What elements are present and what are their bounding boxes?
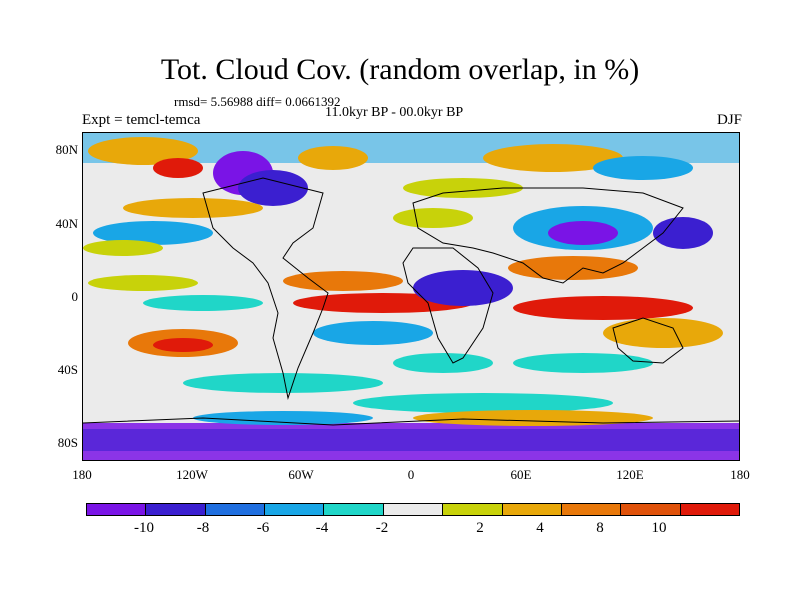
colorbar-label: 2	[476, 520, 484, 536]
colorbar-swatch	[561, 504, 622, 515]
lon-tick: 180	[730, 467, 750, 482]
lat-tick: 80N	[55, 142, 78, 157]
map-field	[83, 133, 739, 460]
colorbar-label: -8	[196, 520, 210, 536]
lon-tick: 120W	[176, 467, 208, 482]
lon-tick: 60W	[288, 467, 314, 482]
colorbar-swatch	[383, 504, 444, 515]
period-label: 11.0kyr BP - 00.0kyr BP	[325, 105, 464, 120]
cloud-cover-map	[82, 132, 740, 461]
colorbar-label: 8	[596, 520, 604, 536]
colorbar-label: -6	[256, 520, 270, 536]
colorbar-label: 10	[651, 520, 667, 536]
colorbar-swatch	[265, 504, 325, 515]
colorbar-label: 4	[536, 520, 544, 536]
colorbar-swatch	[146, 504, 206, 515]
lon-tick: 60E	[510, 467, 532, 482]
colorbar-label: -4	[315, 520, 329, 536]
colorbar-swatch	[87, 504, 147, 515]
lat-tick: 0	[71, 289, 79, 304]
season-label: DJF	[716, 112, 742, 128]
colorbar-swatch	[324, 504, 384, 515]
lon-tick: 180	[72, 467, 92, 482]
colorbar-label: -10	[134, 520, 154, 536]
colorbar-swatch	[502, 504, 562, 515]
lat-tick: 40N	[55, 216, 78, 231]
colorbar-swatch	[621, 504, 681, 515]
lon-tick: 120E	[616, 467, 644, 482]
chart-title: Tot. Cloud Cov. (random overlap, in %)	[160, 53, 640, 86]
stats-text: rmsd= 5.56988 diff= 0.0661392	[174, 94, 341, 109]
lat-tick: 80S	[57, 435, 78, 450]
colorbar-label: -2	[375, 520, 389, 536]
lon-tick: 0	[407, 467, 415, 482]
lat-tick: 40S	[57, 362, 78, 377]
colorbar-swatch	[443, 504, 503, 515]
colorbar-swatch	[205, 504, 266, 515]
colorbar	[86, 503, 740, 516]
experiment-label: Expt = temcl-temca	[82, 112, 201, 128]
colorbar-swatch	[680, 504, 739, 515]
